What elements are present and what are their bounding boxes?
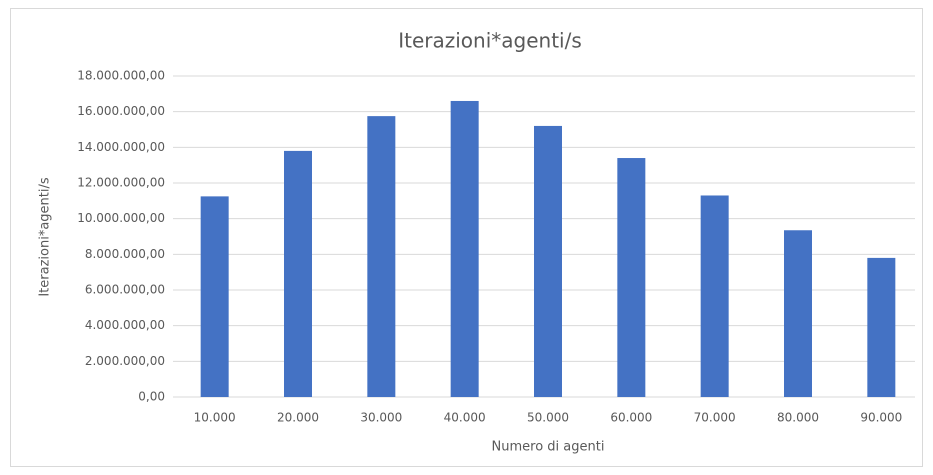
y-axis-label: Iterazioni*agenti/s	[38, 177, 53, 297]
y-tick-label: 4.000.000,00	[85, 318, 165, 332]
y-tick-label: 16.000.000,00	[77, 104, 165, 118]
x-tick-label: 70.000	[694, 411, 736, 425]
y-tick-label: 0,00	[138, 390, 165, 404]
x-axis-label: Numero di agenti	[492, 440, 605, 455]
x-tick-label: 90.000	[860, 411, 902, 425]
y-tick-label: 10.000.000,00	[77, 211, 165, 225]
bar	[700, 195, 729, 397]
bar	[367, 116, 396, 397]
bar	[200, 196, 229, 397]
x-tick-label: 60.000	[610, 411, 652, 425]
y-tick-label: 12.000.000,00	[77, 176, 165, 190]
x-tick-label: 20.000	[277, 411, 319, 425]
x-tick-label: 40.000	[444, 411, 486, 425]
y-tick-label: 18.000.000,00	[77, 69, 165, 83]
chart-title: Iterazioni*agenti/s	[398, 29, 582, 53]
x-tick-label: 80.000	[777, 411, 819, 425]
y-tick-label: 14.000.000,00	[77, 140, 165, 154]
bar	[867, 257, 896, 397]
bar	[534, 125, 562, 397]
x-tick-label: 10.000	[194, 411, 236, 425]
y-tick-label: 8.000.000,00	[85, 247, 165, 261]
x-tick-label: 50.000	[527, 411, 569, 425]
y-tick-label: 6.000.000,00	[85, 283, 165, 297]
bar	[784, 230, 812, 397]
bar	[450, 100, 479, 397]
bar	[617, 158, 646, 397]
y-tick-label: 2.000.000,00	[85, 354, 165, 368]
x-tick-label: 30.000	[360, 411, 402, 425]
bar	[284, 150, 312, 397]
